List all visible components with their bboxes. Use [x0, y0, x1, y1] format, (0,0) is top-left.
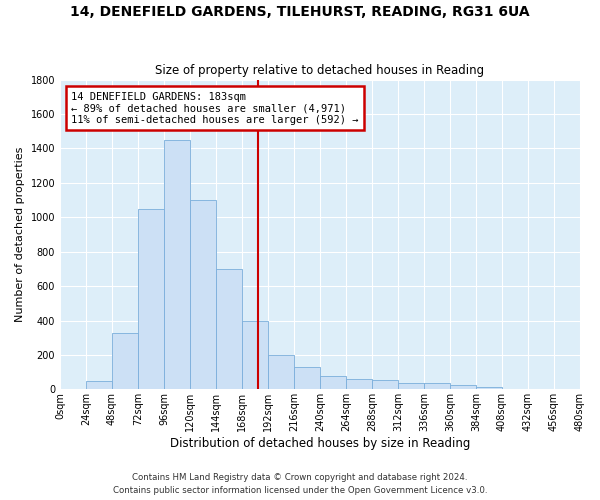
- Y-axis label: Number of detached properties: Number of detached properties: [15, 147, 25, 322]
- Bar: [424, 384, 450, 390]
- Bar: [268, 355, 294, 390]
- Bar: [450, 385, 476, 390]
- X-axis label: Distribution of detached houses by size in Reading: Distribution of detached houses by size …: [170, 437, 470, 450]
- Bar: [398, 382, 424, 390]
- Bar: [190, 200, 216, 390]
- Text: 14 DENEFIELD GARDENS: 183sqm
← 89% of detached houses are smaller (4,971)
11% of: 14 DENEFIELD GARDENS: 183sqm ← 89% of de…: [71, 92, 358, 125]
- Text: 14, DENEFIELD GARDENS, TILEHURST, READING, RG31 6UA: 14, DENEFIELD GARDENS, TILEHURST, READIN…: [70, 5, 530, 19]
- Bar: [138, 208, 164, 390]
- Bar: [502, 388, 528, 390]
- Bar: [294, 367, 320, 390]
- Bar: [112, 332, 138, 390]
- Bar: [372, 380, 398, 390]
- Title: Size of property relative to detached houses in Reading: Size of property relative to detached ho…: [155, 64, 485, 77]
- Bar: [242, 320, 268, 390]
- Bar: [60, 388, 86, 390]
- Bar: [346, 379, 372, 390]
- Bar: [216, 269, 242, 390]
- Bar: [86, 381, 112, 390]
- Bar: [476, 387, 502, 390]
- Text: Contains HM Land Registry data © Crown copyright and database right 2024.
Contai: Contains HM Land Registry data © Crown c…: [113, 474, 487, 495]
- Bar: [164, 140, 190, 390]
- Bar: [528, 389, 554, 390]
- Bar: [320, 376, 346, 390]
